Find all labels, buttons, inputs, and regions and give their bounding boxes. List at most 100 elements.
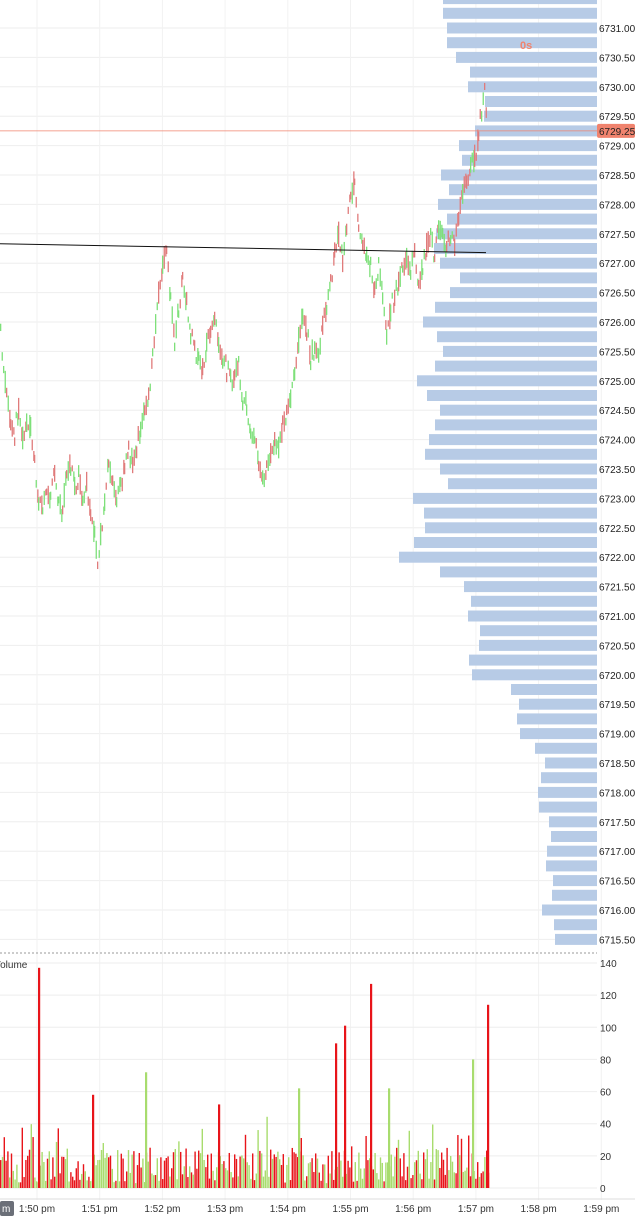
candle-up — [311, 339, 313, 360]
price-axis[interactable]: 6731.00 6730.50 6730.00 6729.50 6729.00 6728.… — [599, 24, 635, 946]
profile-bar — [436, 228, 597, 240]
volume-bar — [311, 1158, 313, 1188]
profile-bar — [434, 243, 597, 254]
volume-bar — [7, 1151, 9, 1188]
volume-bar — [21, 1127, 23, 1188]
volume-bar — [12, 1170, 14, 1188]
candle-up — [366, 246, 368, 263]
volume-bar — [108, 1157, 110, 1188]
volume-bar — [61, 1156, 63, 1188]
profile-bar — [538, 786, 597, 798]
candle-down — [437, 224, 439, 233]
candle-up — [310, 360, 312, 371]
volume-bar — [55, 1141, 58, 1188]
price-tick-label: 6727.50 — [599, 230, 635, 241]
volume-bar — [14, 1179, 16, 1188]
candle-up — [213, 315, 215, 327]
volume-bar — [18, 1182, 20, 1188]
volume-bar — [221, 1164, 223, 1188]
candle-down — [39, 496, 41, 504]
candle-down — [297, 342, 299, 354]
candle-up — [462, 183, 464, 204]
volume-bar — [306, 1176, 308, 1188]
volume-tick-label: 0 — [600, 1184, 606, 1195]
candle-down — [309, 345, 311, 365]
candle-up — [370, 256, 372, 266]
candle-down — [478, 131, 480, 142]
candle-down — [354, 178, 356, 186]
candle-up — [190, 333, 192, 345]
candle-up — [290, 389, 292, 409]
candle-down — [13, 427, 15, 435]
candle-down — [217, 332, 219, 347]
profile-bar — [484, 110, 597, 122]
candle-up — [402, 265, 404, 273]
volume-bar — [122, 1158, 124, 1188]
candle-down — [393, 302, 395, 313]
volume-bar — [352, 1181, 355, 1188]
profile-bar — [414, 537, 597, 548]
candle-down — [342, 254, 344, 273]
volume-tick-label: 40 — [600, 1120, 612, 1131]
candle-down — [413, 250, 415, 258]
candle-up — [365, 253, 367, 261]
volume-bar — [432, 1124, 434, 1188]
candle-up — [247, 418, 249, 426]
candle-down — [123, 459, 125, 475]
volume-bar — [70, 1172, 72, 1188]
candle-down — [305, 315, 307, 337]
candle-up — [49, 492, 51, 509]
price-tick-label: 6723.50 — [599, 465, 635, 476]
candle-down — [457, 212, 459, 227]
candle-down — [203, 361, 205, 368]
volume-bar — [302, 1155, 304, 1188]
volume-bar — [433, 1179, 436, 1188]
volume-bar — [338, 1152, 340, 1188]
price-tick-label: 6719.00 — [599, 730, 635, 741]
candle-up — [35, 479, 37, 488]
candle-down — [108, 459, 110, 468]
profile-bar — [471, 595, 597, 607]
candle-up — [183, 285, 185, 298]
candle-up — [267, 454, 269, 472]
volume-bar — [291, 1147, 293, 1188]
volume-bar — [252, 1153, 254, 1188]
candle-up — [329, 281, 331, 292]
volume-bar — [131, 1154, 133, 1188]
price-tick-label: 6726.50 — [599, 289, 635, 300]
volume-bar — [90, 1181, 92, 1188]
volume-bar — [219, 1156, 221, 1188]
volume-bar — [196, 1168, 198, 1188]
candle-up — [257, 450, 259, 465]
volume-bar — [486, 1150, 488, 1188]
volume-axis[interactable]: 140 120 100 80 60 40 20 0 — [600, 959, 617, 1195]
time-axis[interactable]: 1:50 pm 1:51 pm 1:52 pm 1:53 pm 1:54 pm 1:55 … — [0, 1198, 635, 1216]
volume-bar — [34, 1177, 36, 1188]
volume-bar — [226, 1170, 229, 1188]
volume-bar — [81, 1173, 83, 1188]
volume-bar — [324, 1164, 326, 1188]
candle-down — [54, 464, 56, 482]
candle-up — [411, 250, 413, 267]
volume-bar — [120, 1153, 122, 1188]
candle-up — [262, 470, 264, 485]
volume-bar — [138, 1152, 140, 1188]
volume-bar — [214, 1180, 216, 1188]
volume-bar — [248, 1165, 250, 1188]
candle-up — [382, 292, 384, 305]
candle-up — [29, 414, 31, 439]
volume-bar — [25, 1159, 27, 1188]
profile-bar — [435, 419, 597, 431]
volume-bar — [48, 1151, 50, 1188]
volume-bar — [174, 1148, 176, 1188]
candle-up — [120, 476, 122, 487]
volume-bar — [194, 1151, 196, 1188]
candle-down — [115, 489, 117, 506]
volume-bar — [167, 1156, 169, 1188]
candle-down — [465, 173, 467, 188]
candle-up — [85, 485, 87, 493]
volume-bar — [442, 1159, 445, 1188]
candle-up — [377, 273, 379, 281]
candle-down — [234, 369, 236, 381]
